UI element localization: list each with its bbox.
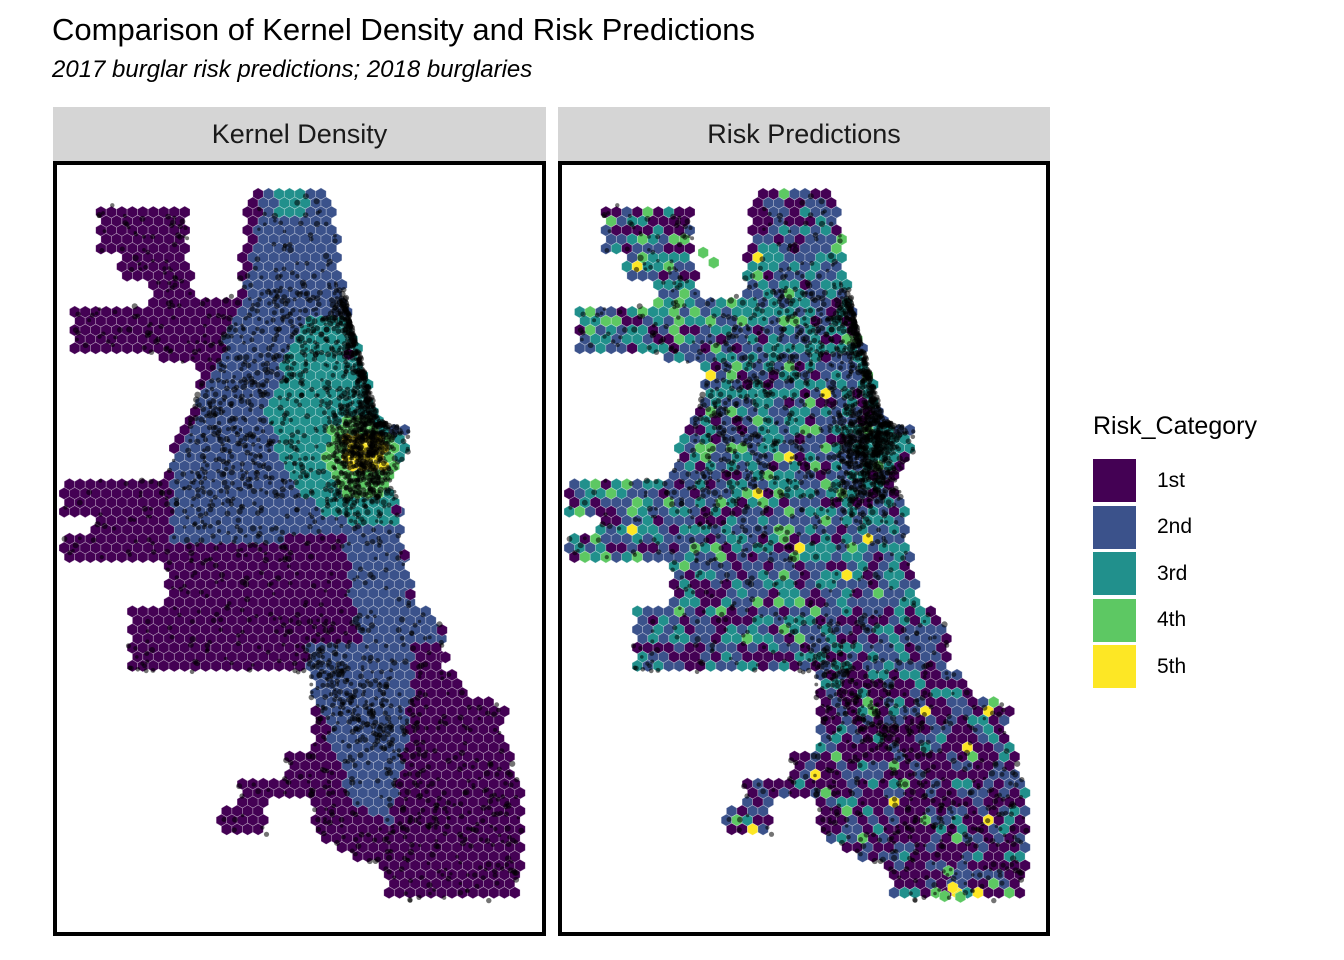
facet-label-risk-predictions: Risk Predictions [707, 118, 901, 149]
legend-entry-2nd: 2nd [1093, 505, 1333, 549]
chart-subtitle: 2017 burglar risk predictions; 2018 burg… [52, 56, 533, 83]
legend-label-1st: 1st [1157, 468, 1186, 492]
legend-label-5th: 5th [1157, 654, 1187, 678]
legend: Risk_Category 1st 2nd 3rd 4th 5th [1093, 412, 1333, 692]
legend-entry-5th: 5th [1093, 645, 1333, 688]
facet-label-kernel-density: Kernel Density [211, 118, 388, 149]
legend-swatch-4th [1093, 598, 1136, 642]
chart-title: Comparison of Kernel Density and Risk Pr… [52, 12, 755, 47]
facet-strip-risk-predictions: Risk Predictions [558, 107, 1050, 161]
legend-title: Risk_Category [1093, 412, 1257, 440]
hexbin-map-risk-predictions [563, 187, 1031, 904]
legend-entry-1st: 1st [1093, 459, 1333, 502]
legend-swatch-3rd [1093, 552, 1136, 595]
legend-label-3rd: 3rd [1157, 561, 1188, 585]
legend-swatch-2nd [1093, 505, 1136, 549]
legend-label-2nd: 2nd [1157, 515, 1193, 538]
legend-entry-4th: 4th [1093, 598, 1333, 642]
hexbin-map-kernel-density [58, 187, 526, 904]
legend-swatch-1st [1093, 459, 1136, 502]
legend-swatch-5th [1093, 645, 1136, 688]
legend-entry-3rd: 3rd [1093, 552, 1333, 595]
facet-strip-kernel-density: Kernel Density [53, 107, 546, 161]
panel-risk-predictions [558, 161, 1050, 936]
legend-label-4th: 4th [1157, 608, 1187, 631]
panel-kernel-density [53, 161, 546, 936]
